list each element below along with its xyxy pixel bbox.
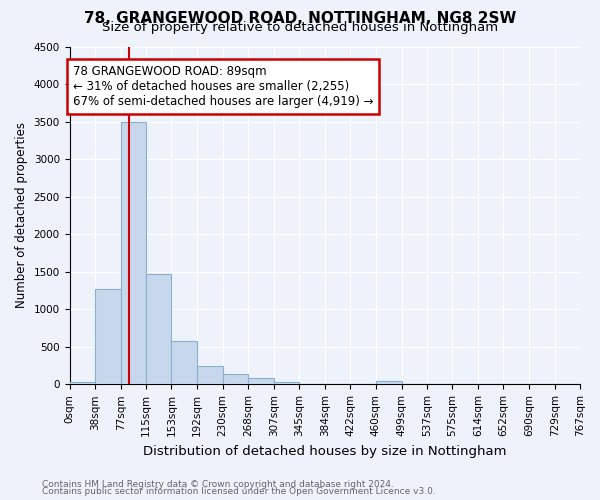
Bar [172,341,197,384]
Bar [95,288,121,384]
X-axis label: Distribution of detached houses by size in Nottingham: Distribution of detached houses by size … [143,444,506,458]
Bar [274,382,299,384]
Bar [248,378,274,384]
Bar [197,366,223,384]
Text: 78 GRANGEWOOD ROAD: 89sqm
← 31% of detached houses are smaller (2,255)
67% of se: 78 GRANGEWOOD ROAD: 89sqm ← 31% of detac… [73,66,373,108]
Bar [223,374,248,384]
Text: Contains public sector information licensed under the Open Government Licence v3: Contains public sector information licen… [42,487,436,496]
Text: Contains HM Land Registry data © Crown copyright and database right 2024.: Contains HM Land Registry data © Crown c… [42,480,394,489]
Text: Size of property relative to detached houses in Nottingham: Size of property relative to detached ho… [102,22,498,35]
Bar [146,274,172,384]
Bar [376,380,401,384]
Text: 78, GRANGEWOOD ROAD, NOTTINGHAM, NG8 2SW: 78, GRANGEWOOD ROAD, NOTTINGHAM, NG8 2SW [84,11,516,26]
Bar [121,122,146,384]
Bar [70,382,95,384]
Y-axis label: Number of detached properties: Number of detached properties [15,122,28,308]
